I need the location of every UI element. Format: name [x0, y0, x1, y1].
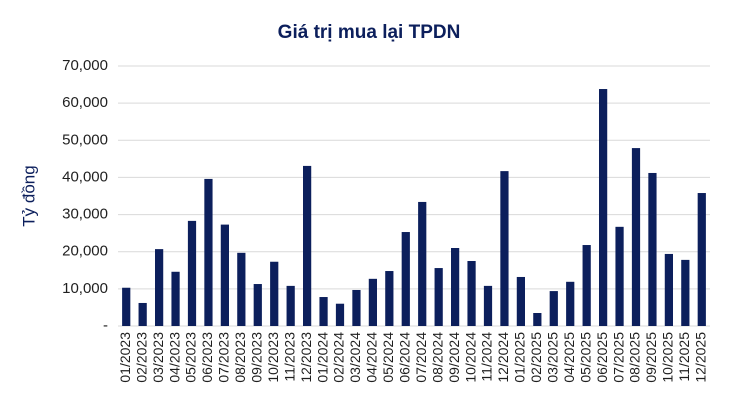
x-tick-label: 10/2025 — [660, 332, 676, 383]
bar — [648, 172, 657, 326]
bar — [516, 276, 525, 326]
bar — [615, 226, 624, 326]
bar — [451, 248, 460, 326]
bar — [599, 89, 608, 327]
x-tick-label: 01/2025 — [512, 332, 528, 383]
y-tick-label: 60,000 — [62, 94, 108, 111]
x-tick-label: 03/2025 — [544, 332, 560, 383]
x-tick-label: 05/2025 — [577, 332, 593, 383]
bar — [500, 171, 509, 326]
bar — [220, 224, 229, 326]
bar — [385, 271, 394, 326]
x-tick-label: 09/2024 — [446, 332, 462, 383]
x-tick-label: 08/2025 — [627, 332, 643, 383]
y-tick-label: 70,000 — [62, 57, 108, 74]
x-tick-label: 02/2024 — [331, 332, 347, 383]
x-tick-label: 11/2024 — [479, 332, 495, 382]
bar — [631, 148, 641, 326]
bar — [418, 201, 427, 326]
x-tick-label: 09/2023 — [248, 332, 264, 383]
x-tick-label: 04/2023 — [166, 332, 182, 383]
x-tick-label: 12/2024 — [495, 332, 511, 383]
y-tick-label: - — [103, 317, 108, 334]
bar — [253, 284, 262, 326]
x-tick-label: 10/2023 — [265, 332, 281, 383]
bar — [582, 245, 591, 326]
bar — [483, 285, 493, 326]
x-tick-label: 06/2024 — [396, 332, 412, 383]
y-tick-label: 40,000 — [62, 168, 108, 185]
x-tick-label: 10/2024 — [462, 332, 478, 383]
x-tick-label: 01/2023 — [117, 332, 133, 383]
x-tick-label: 07/2024 — [413, 332, 429, 383]
bar — [270, 261, 279, 326]
bar — [138, 302, 147, 326]
y-tick-label: 20,000 — [62, 243, 108, 260]
x-tick-label: 12/2023 — [298, 332, 314, 383]
x-tick-label: 07/2023 — [216, 332, 232, 383]
x-tick-label: 02/2023 — [133, 332, 149, 383]
bar — [566, 281, 575, 326]
x-tick-label: 12/2025 — [692, 332, 708, 383]
x-tick-label: 05/2024 — [380, 332, 396, 383]
bar — [352, 289, 361, 326]
x-tick-label: 09/2025 — [643, 332, 659, 383]
bar — [204, 178, 213, 326]
x-tick-label: 08/2024 — [429, 332, 445, 383]
bar — [467, 261, 476, 326]
bar — [286, 285, 295, 326]
y-tick-label: 30,000 — [62, 206, 108, 223]
bar — [434, 268, 443, 326]
bar — [335, 303, 345, 326]
bar — [171, 271, 180, 326]
x-tick-label: 01/2024 — [314, 332, 330, 383]
y-axis-label: Tỷ đồng — [19, 165, 38, 226]
x-tick-label: 02/2025 — [528, 332, 544, 383]
x-tick-label: 05/2023 — [183, 332, 199, 383]
bar — [155, 249, 164, 326]
bar — [681, 259, 690, 326]
bar — [697, 193, 706, 326]
bar — [401, 232, 410, 326]
bar — [303, 165, 312, 326]
x-tick-label: 11/2025 — [676, 332, 692, 382]
x-tick-label: 04/2024 — [364, 332, 380, 383]
x-tick-label: 06/2023 — [199, 332, 215, 383]
x-tick-label: 03/2024 — [347, 332, 363, 383]
bar — [549, 291, 558, 326]
bar — [122, 287, 131, 326]
x-tick-label: 11/2023 — [281, 332, 297, 382]
x-tick-label: 03/2023 — [150, 332, 166, 383]
x-tick-label: 04/2025 — [561, 332, 577, 383]
y-tick-label: 10,000 — [62, 280, 108, 297]
bar — [533, 313, 542, 326]
bar — [187, 220, 197, 326]
bar — [664, 253, 673, 326]
x-tick-label: 07/2025 — [610, 332, 626, 383]
bar — [368, 278, 377, 326]
y-tick-label: 50,000 — [62, 131, 108, 148]
bar — [237, 252, 246, 326]
x-tick-label: 06/2025 — [594, 332, 610, 383]
x-tick-label: 08/2023 — [232, 332, 248, 383]
chart-title: Giá trị mua lại TPDN — [278, 22, 461, 43]
bar — [319, 297, 328, 326]
